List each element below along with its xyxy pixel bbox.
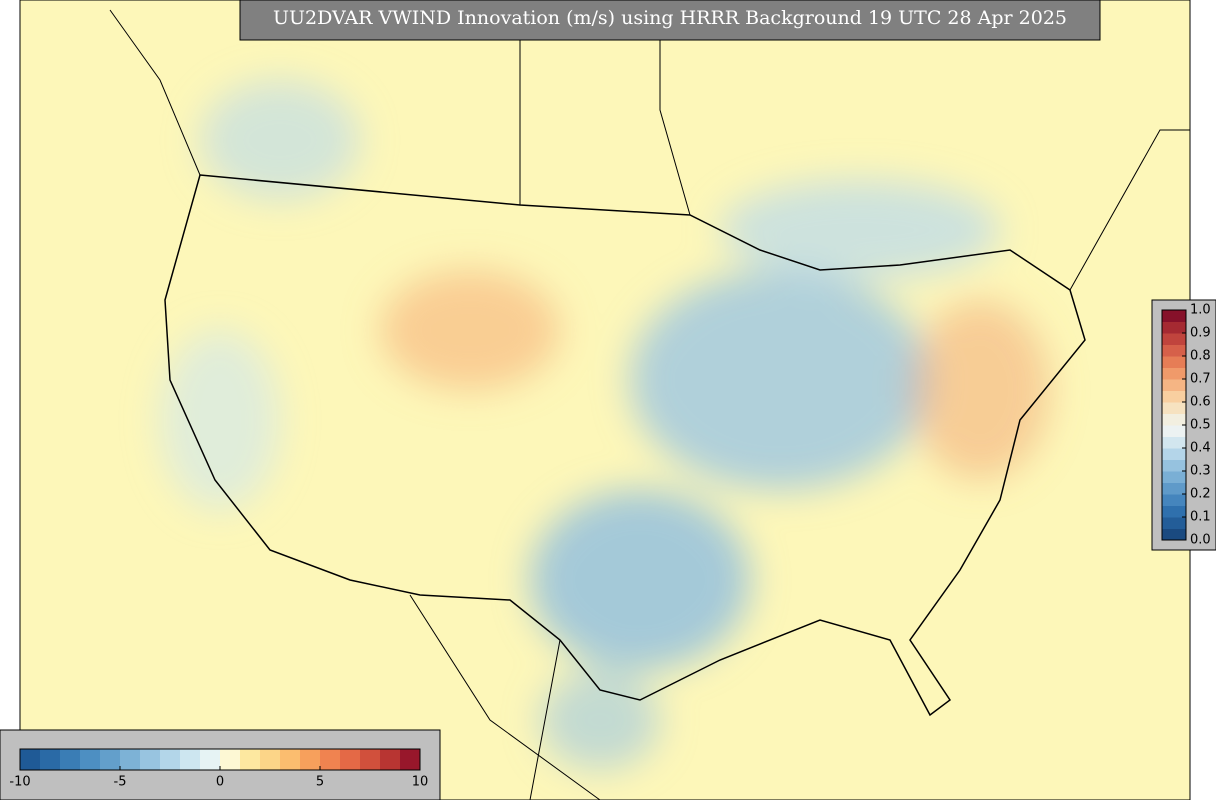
colorbar-tick-label: 1.0: [1190, 303, 1211, 318]
colorbar-tick-label: -10: [9, 775, 30, 790]
colorbar-swatch: [1162, 413, 1186, 426]
colorbar-swatch: [240, 749, 261, 770]
field-blob: [540, 670, 660, 770]
colorbar-tick-label: 0.4: [1190, 441, 1211, 456]
colorbar-swatch: [300, 749, 321, 770]
colorbar-tick-label: 10: [412, 775, 429, 790]
colorbar-swatch: [1162, 390, 1186, 403]
colorbar-swatch: [1162, 333, 1186, 345]
colorbar-swatch: [1162, 471, 1186, 483]
colorbar-swatch: [1162, 321, 1186, 334]
colorbar-swatch: [1162, 505, 1186, 518]
title: UU2DVAR VWIND Innovation (m/s) using HRR…: [273, 7, 1067, 29]
colorbar-tick-label: 0.6: [1190, 395, 1211, 410]
colorbar-swatch: [100, 749, 121, 770]
colorbar-swatch: [120, 749, 141, 770]
colorbar-swatch: [1162, 367, 1186, 380]
field-blob: [530, 490, 750, 670]
coastline: [164, 174, 1086, 717]
colorbar-swatch: [320, 749, 341, 770]
colorbar-swatch: [60, 749, 81, 770]
colorbar-swatch: [380, 749, 401, 770]
field-blob: [720, 180, 1000, 280]
colorbar-swatch: [200, 749, 221, 770]
field-blob: [380, 270, 560, 390]
colorbar-swatch: [1162, 402, 1186, 414]
title-box: UU2DVAR VWIND Innovation (m/s) using HRR…: [239, 0, 1101, 41]
colorbar-swatch: [1162, 482, 1186, 495]
colorbar-swatch: [1162, 517, 1186, 529]
colorbar-swatch: [400, 749, 421, 770]
colorbar-swatch: [1162, 494, 1186, 506]
field-blob: [200, 80, 360, 200]
colorbar-tick-label: 0: [216, 775, 224, 790]
colorbar-swatch: [80, 749, 101, 770]
colorbar-swatch: [260, 749, 281, 770]
colorbar-swatch: [1162, 379, 1186, 391]
colorbar-tick-label: 0.3: [1190, 464, 1211, 479]
colorbar-swatch: [20, 749, 41, 770]
colorbar-swatch: [40, 749, 61, 770]
colorbar-swatch: [340, 749, 361, 770]
colorbar-tick-label: -5: [114, 775, 127, 790]
colorbar-swatch: [280, 749, 301, 770]
innovation-field: [160, 80, 1050, 770]
colorbar-swatch: [1162, 448, 1186, 460]
borders: [109, 0, 1190, 800]
colorbar-tick-label: 0.7: [1190, 372, 1211, 387]
colorbar-swatch: [1162, 356, 1186, 368]
colorbar-tick-label: 0.1: [1190, 510, 1211, 525]
colorbar-swatch: [140, 749, 161, 770]
colorbar-swatch: [1162, 425, 1186, 437]
colorbar-tick-label: 0.9: [1190, 326, 1211, 341]
colorbar-swatch: [360, 749, 381, 770]
field-blob: [160, 330, 280, 510]
colorbar-tick-label: 0.5: [1190, 418, 1211, 433]
colorbar-tick-label: 5: [316, 775, 324, 790]
colorbar-tick-label: 0.8: [1190, 349, 1211, 364]
colorbar-swatch: [220, 749, 241, 770]
colorbar-swatch: [1162, 344, 1186, 357]
colorbar-swatch: [1162, 459, 1186, 472]
title-background: [239, 0, 1101, 41]
field-blob: [630, 270, 930, 490]
colorbar-swatch: [1162, 436, 1186, 449]
field-blob: [910, 300, 1050, 480]
colorbar-swatch: [1162, 310, 1186, 322]
colorbar-swatch: [160, 749, 181, 770]
colorbar-swatch: [180, 749, 201, 770]
colorbar-tick-label: 0.2: [1190, 487, 1211, 502]
colorbar-swatch: [1162, 528, 1186, 541]
colorbar-tick-label: 0.0: [1190, 533, 1211, 548]
